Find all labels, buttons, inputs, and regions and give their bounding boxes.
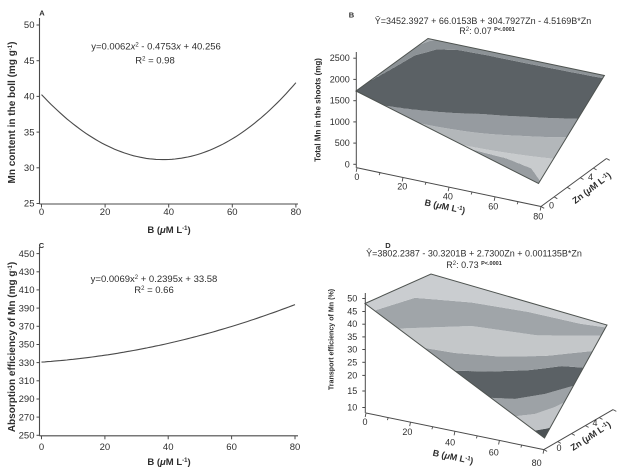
svg-text:0: 0: [362, 417, 367, 427]
svg-text:80: 80: [532, 458, 542, 468]
svg-text:B (μM L-1): B (μM L-1): [147, 457, 190, 468]
svg-text:30: 30: [24, 163, 35, 174]
svg-text:80: 80: [533, 211, 543, 221]
svg-text:35: 35: [347, 332, 357, 342]
svg-text:0: 0: [345, 159, 350, 169]
svg-text:430: 430: [19, 267, 35, 278]
svg-text:20: 20: [100, 207, 111, 218]
svg-text:25: 25: [347, 357, 357, 367]
svg-text:40: 40: [163, 442, 174, 453]
svg-text:50: 50: [347, 294, 357, 304]
svg-text:R2 = 0.98: R2 = 0.98: [135, 56, 175, 67]
svg-text:450: 450: [19, 249, 35, 260]
svg-text:Mn content in the boll (mg g-1: Mn content in the boll (mg g-1): [7, 41, 18, 183]
svg-text:60: 60: [488, 201, 498, 211]
svg-text:250: 250: [19, 431, 35, 442]
svg-text:0: 0: [549, 201, 554, 211]
svg-text:80: 80: [290, 442, 301, 453]
svg-text:350: 350: [19, 340, 35, 351]
svg-text:1000: 1000: [330, 117, 350, 127]
svg-text:Ŷ=3802.2387 - 30.3201B + 2.730: Ŷ=3802.2387 - 30.3201B + 2.7300Zn + 0.00…: [366, 249, 582, 259]
svg-text:270: 270: [19, 412, 35, 423]
svg-text:410: 410: [19, 285, 35, 296]
svg-text:40: 40: [445, 437, 455, 447]
svg-text:0: 0: [39, 207, 44, 218]
svg-text:500: 500: [335, 138, 350, 148]
svg-text:10: 10: [347, 403, 357, 413]
svg-text:1500: 1500: [330, 96, 350, 106]
svg-text:370: 370: [19, 322, 35, 333]
svg-text:2500: 2500: [330, 53, 350, 63]
svg-text:310: 310: [19, 376, 35, 387]
svg-text:50: 50: [24, 20, 35, 31]
svg-text:A: A: [39, 9, 45, 18]
svg-text:4: 4: [588, 172, 593, 182]
svg-text:390: 390: [19, 303, 35, 314]
svg-text:20: 20: [397, 182, 407, 192]
svg-text:2000: 2000: [330, 74, 350, 84]
svg-text:Total Mn in the shoots (mg): Total Mn in the shoots (mg): [314, 58, 323, 162]
svg-text:290: 290: [19, 394, 35, 405]
svg-text:R2: 0.73 P<.0001: R2: 0.73 P<.0001: [446, 260, 502, 270]
svg-text:B: B: [349, 11, 355, 20]
svg-text:D: D: [385, 241, 391, 250]
svg-text:R2 = 0.66: R2 = 0.66: [134, 285, 174, 296]
svg-text:0: 0: [556, 443, 561, 453]
svg-text:C: C: [39, 241, 45, 250]
svg-text:25: 25: [24, 199, 35, 210]
svg-text:45: 45: [24, 56, 35, 67]
svg-text:20: 20: [347, 370, 357, 380]
svg-text:B (μM L-1): B (μM L-1): [147, 225, 190, 236]
svg-text:45: 45: [347, 307, 357, 317]
svg-text:20: 20: [402, 427, 412, 437]
svg-text:0: 0: [354, 172, 359, 182]
svg-text:4: 4: [592, 418, 597, 428]
svg-text:15: 15: [347, 386, 357, 396]
svg-text:40: 40: [443, 191, 453, 201]
svg-text:y=0.0069x2 + 0.2395x + 33.58: y=0.0069x2 + 0.2395x + 33.58: [91, 274, 218, 285]
svg-text:40: 40: [24, 92, 35, 103]
svg-text:Transport efficiency of Mn (%): Transport efficiency of Mn (%): [328, 288, 336, 390]
svg-text:60: 60: [226, 442, 237, 453]
svg-text:35: 35: [24, 127, 35, 138]
svg-text:40: 40: [163, 207, 174, 218]
svg-text:y=0.0062x2 - 0.4753x + 40.256: y=0.0062x2 - 0.4753x + 40.256: [91, 42, 221, 53]
svg-text:Absorption efficiency of Mn (m: Absorption efficiency of Mn (mg g-1): [7, 262, 18, 432]
svg-text:R2: 0.07 P<.0001: R2: 0.07 P<.0001: [459, 26, 515, 36]
svg-text:40: 40: [347, 319, 357, 329]
svg-text:0: 0: [39, 442, 44, 453]
svg-text:30: 30: [347, 345, 357, 355]
svg-text:60: 60: [489, 447, 499, 457]
svg-text:60: 60: [227, 207, 238, 218]
svg-text:20: 20: [100, 442, 111, 453]
svg-text:330: 330: [19, 358, 35, 369]
svg-text:Ŷ=3452.3927 + 66.0153B + 304.7: Ŷ=3452.3927 + 66.0153B + 304.7927Zn - 4.…: [375, 16, 591, 26]
svg-text:80: 80: [291, 207, 302, 218]
